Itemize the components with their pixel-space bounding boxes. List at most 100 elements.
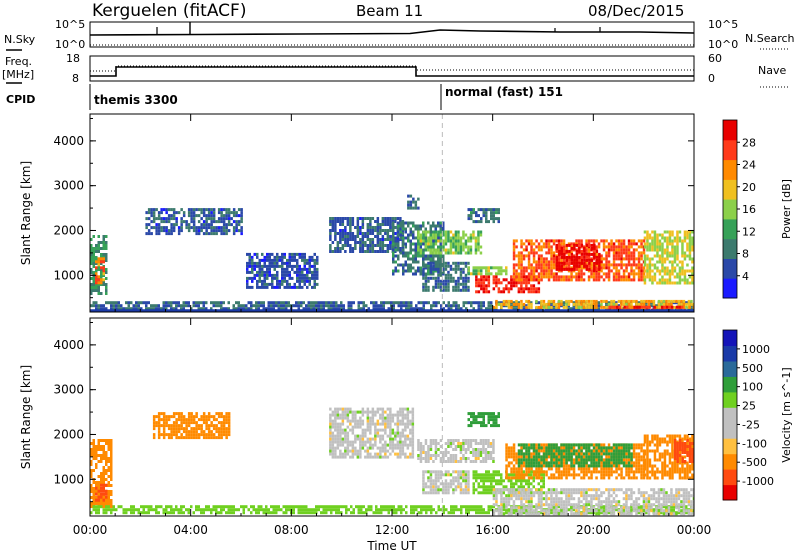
data-cell bbox=[643, 260, 647, 264]
data-cell bbox=[370, 505, 373, 509]
data-cell bbox=[399, 422, 402, 426]
data-cell bbox=[457, 279, 460, 283]
data-cell bbox=[100, 253, 103, 256]
data-cell bbox=[686, 248, 689, 252]
data-cell bbox=[439, 245, 443, 249]
data-cell bbox=[585, 239, 588, 243]
data-cell bbox=[354, 425, 357, 429]
data-cell bbox=[595, 278, 598, 282]
data-cell bbox=[402, 304, 405, 308]
data-cell bbox=[683, 278, 687, 282]
data-cell bbox=[248, 276, 251, 280]
data-cell bbox=[600, 260, 603, 264]
data-cell bbox=[205, 226, 208, 230]
data-cell bbox=[262, 301, 265, 305]
data-cell bbox=[180, 511, 183, 515]
data-cell bbox=[651, 263, 654, 267]
data-cell bbox=[389, 226, 392, 229]
data-cell bbox=[390, 304, 393, 308]
data-cell bbox=[540, 278, 543, 282]
data-cell bbox=[367, 307, 370, 311]
data-cell bbox=[512, 275, 516, 279]
data-cell bbox=[489, 442, 493, 445]
data-cell bbox=[313, 252, 316, 256]
data-cell bbox=[399, 236, 402, 240]
data-cell bbox=[419, 269, 422, 273]
data-cell bbox=[692, 305, 694, 309]
data-cell bbox=[351, 247, 355, 250]
data-cell bbox=[182, 211, 186, 215]
data-cell bbox=[137, 511, 140, 515]
data-cell bbox=[410, 307, 413, 311]
data-cell bbox=[580, 278, 583, 282]
data-cell bbox=[107, 442, 110, 445]
data-cell bbox=[344, 232, 347, 235]
data-cell bbox=[560, 252, 564, 256]
data-cell bbox=[617, 242, 621, 246]
data-cell bbox=[354, 247, 357, 250]
data-cell bbox=[480, 275, 483, 279]
data-cell bbox=[386, 232, 390, 235]
data-cell bbox=[205, 436, 208, 440]
data-cell bbox=[560, 275, 563, 279]
data-cell bbox=[422, 491, 425, 495]
data-cell bbox=[520, 254, 523, 258]
data-cell bbox=[612, 248, 616, 252]
data-cell bbox=[552, 239, 556, 243]
data-cell bbox=[329, 449, 332, 453]
data-cell bbox=[197, 427, 201, 431]
data-cell bbox=[272, 304, 275, 308]
data-cell bbox=[577, 299, 581, 303]
data-cell bbox=[424, 242, 428, 246]
data-cell bbox=[237, 304, 240, 308]
data-cell bbox=[205, 223, 208, 227]
data-cell bbox=[317, 505, 320, 509]
data-cell bbox=[409, 206, 413, 210]
data-cell bbox=[565, 302, 568, 306]
data-cell bbox=[95, 448, 98, 451]
data-cell bbox=[354, 413, 357, 417]
data-cell bbox=[286, 261, 289, 265]
data-cell bbox=[336, 407, 340, 411]
data-cell bbox=[90, 463, 93, 466]
data-cell bbox=[432, 251, 435, 255]
data-cell bbox=[172, 430, 176, 434]
data-cell bbox=[256, 279, 259, 283]
data-cell bbox=[283, 276, 286, 280]
data-cell bbox=[253, 276, 256, 280]
data-cell bbox=[656, 281, 659, 285]
data-cell bbox=[195, 427, 198, 431]
data-cell bbox=[95, 301, 98, 305]
data-cell bbox=[422, 251, 425, 255]
data-cell bbox=[379, 416, 382, 420]
data-cell bbox=[612, 272, 616, 276]
data-cell bbox=[202, 223, 206, 227]
data-cell bbox=[642, 266, 646, 270]
data-cell bbox=[495, 305, 498, 309]
data-cell bbox=[399, 410, 402, 414]
data-cell bbox=[653, 266, 657, 270]
data-cell bbox=[187, 430, 191, 434]
data-cell bbox=[404, 443, 407, 447]
data-cell bbox=[462, 242, 465, 246]
data-cell bbox=[180, 226, 183, 230]
data-cell bbox=[379, 422, 382, 426]
data-cell bbox=[376, 410, 380, 414]
data-cell bbox=[352, 508, 355, 512]
data-cell bbox=[288, 252, 291, 256]
data-cell bbox=[315, 307, 318, 311]
data-cell bbox=[102, 439, 105, 442]
data-cell bbox=[369, 250, 372, 253]
data-cell bbox=[527, 263, 531, 267]
data-cell bbox=[474, 460, 478, 463]
data-cell bbox=[552, 275, 556, 279]
data-cell bbox=[278, 264, 281, 268]
data-cell bbox=[439, 257, 442, 261]
data-cell bbox=[107, 445, 110, 448]
data-cell bbox=[366, 244, 370, 247]
data-cell bbox=[232, 211, 236, 215]
data-cell bbox=[656, 233, 659, 237]
data-cell bbox=[220, 226, 223, 230]
data-cell bbox=[444, 276, 448, 280]
data-cell bbox=[469, 439, 473, 442]
